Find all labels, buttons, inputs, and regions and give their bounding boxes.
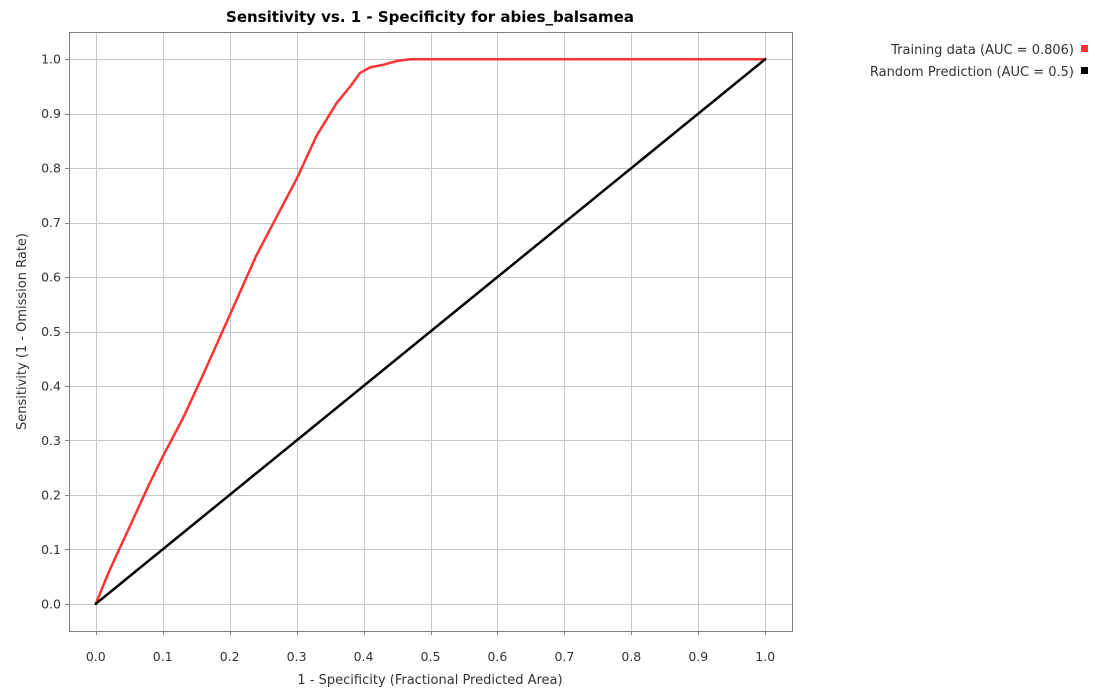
x-tick-label: 0.9 (688, 649, 708, 664)
x-tick-label: 0.4 (354, 649, 374, 664)
y-tick-label: 0.8 (41, 161, 61, 176)
chart-title: Sensitivity vs. 1 - Specificity for abie… (226, 8, 634, 26)
y-tick-label: 0.4 (41, 378, 61, 393)
y-tick-label: 0.7 (41, 215, 61, 230)
y-tick-label: 0.0 (41, 596, 61, 611)
series-layer (94, 57, 767, 606)
y-tick-label: 0.3 (41, 433, 61, 448)
random-prediction-line (94, 57, 767, 606)
training-data-line (94, 57, 767, 606)
x-tick-label: 0.7 (554, 649, 574, 664)
x-tick-label: 0.3 (287, 649, 307, 664)
x-tick-label: 0.2 (220, 649, 240, 664)
y-tick-label: 0.9 (41, 106, 61, 121)
legend-swatch-training (1081, 45, 1088, 52)
x-tick-label: 0.8 (621, 649, 641, 664)
x-tick-label: 0.6 (487, 649, 507, 664)
legend: Training data (AUC = 0.806) Random Predic… (870, 43, 1088, 80)
y-tick-label: 0.1 (41, 542, 61, 557)
y-tick-label: 1.0 (41, 52, 61, 67)
x-tick-label: 0.1 (153, 649, 173, 664)
x-tick-label: 0.5 (421, 649, 441, 664)
x-tick-label: 0.0 (86, 649, 106, 664)
y-tick-label: 0.2 (41, 487, 61, 502)
legend-label-random: Random Prediction (AUC = 0.5) (870, 65, 1074, 80)
x-tick-label: 1.0 (755, 649, 775, 664)
legend-swatch-random (1081, 67, 1088, 74)
y-axis-label: Sensitivity (1 - Omission Rate) (15, 233, 30, 430)
grid (69, 32, 792, 631)
tick-labels: 0.0 0.1 0.2 0.3 0.4 0.5 0.6 0.7 0.8 0.9 1.0 0.0 0.1 0… (41, 52, 775, 664)
y-tick-label: 0.6 (41, 270, 61, 285)
legend-label-training: Training data (AUC = 0.806) (890, 43, 1074, 58)
x-axis-label: 1 - Specificity (Fractional Predicted Ar… (297, 673, 562, 688)
y-tick-label: 0.5 (41, 324, 61, 339)
